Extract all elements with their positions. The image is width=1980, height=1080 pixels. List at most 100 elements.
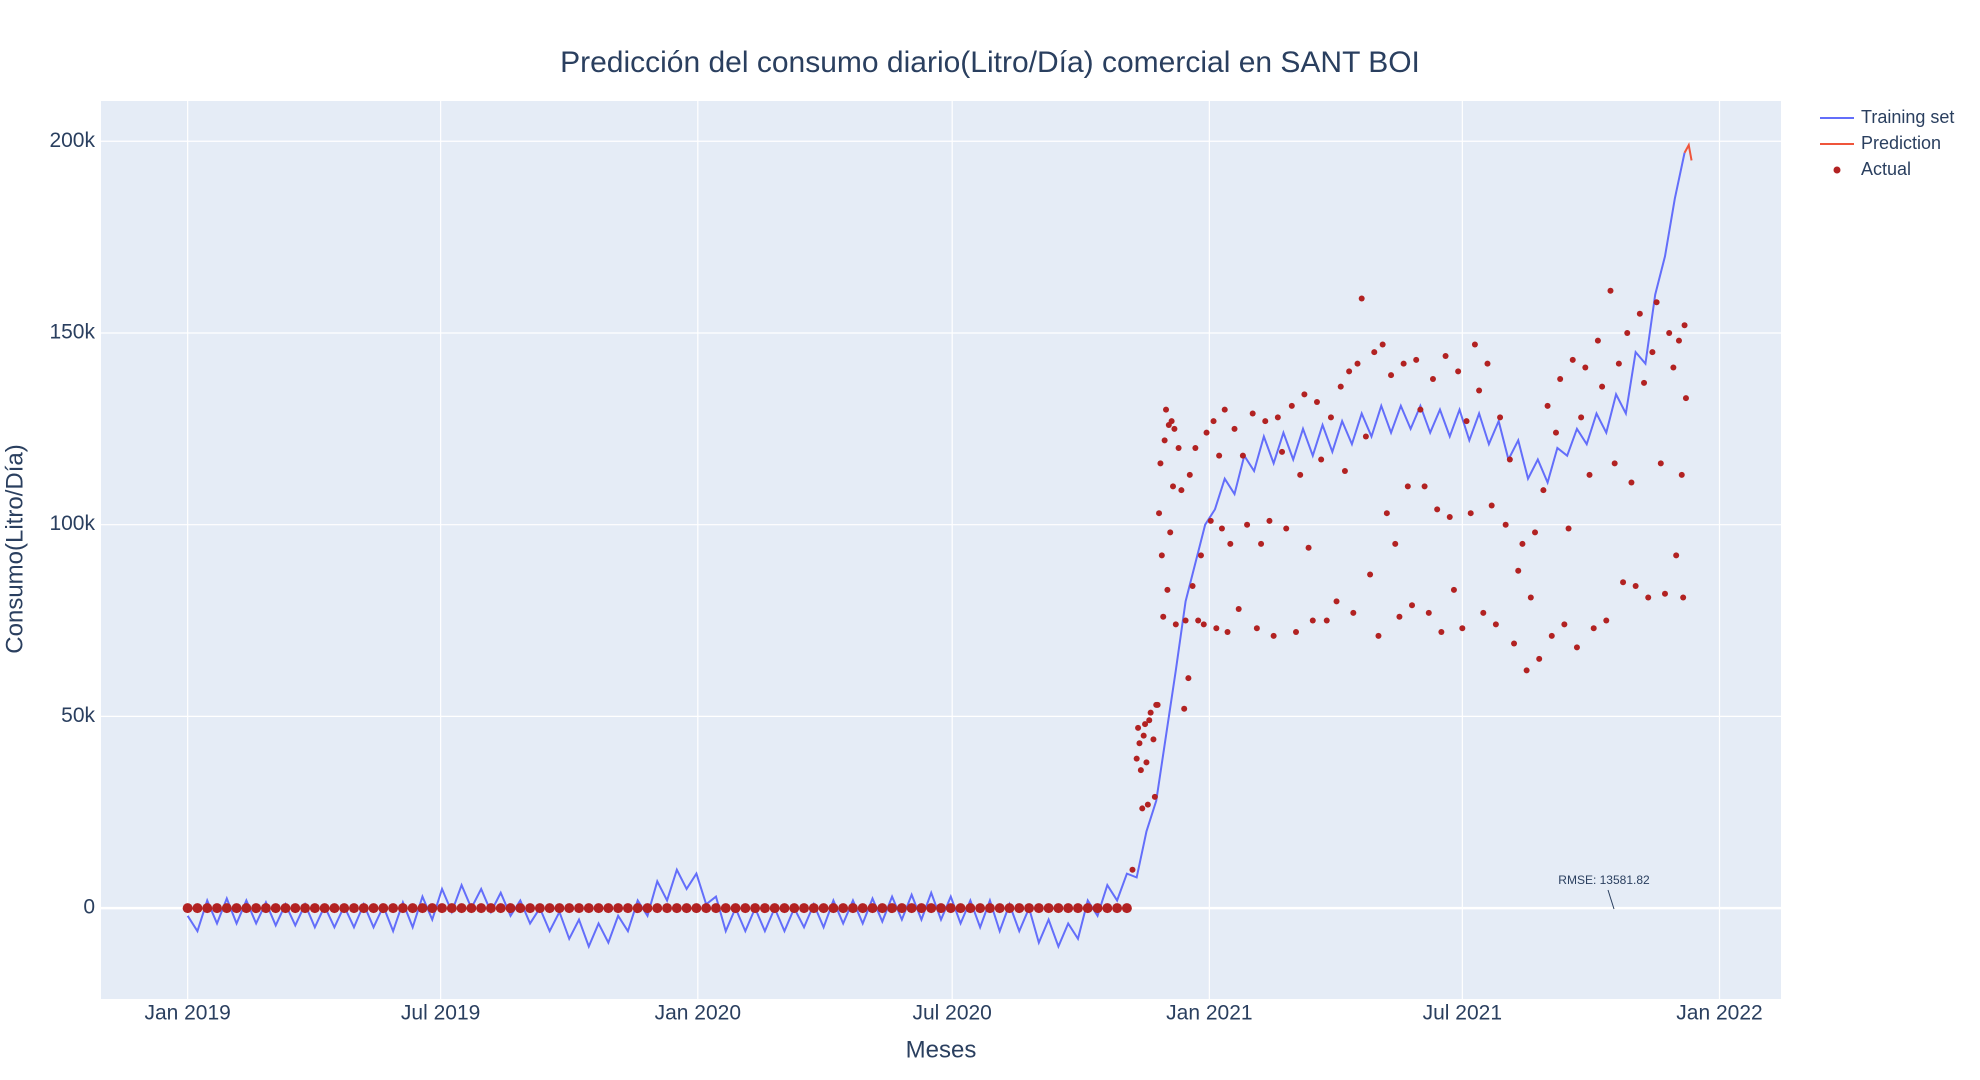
- data-point: [1063, 903, 1074, 914]
- legend: Training set Prediction Actual: [1820, 107, 1954, 179]
- data-point: [1502, 521, 1509, 528]
- data-point: [1446, 514, 1453, 521]
- data-point: [750, 903, 761, 914]
- data-point: [1511, 640, 1518, 647]
- data-point: [1682, 395, 1689, 402]
- data-point: [583, 903, 594, 914]
- data-point: [1139, 805, 1146, 812]
- data-point: [799, 903, 810, 914]
- data-point: [1586, 471, 1593, 478]
- data-point: [1133, 755, 1140, 762]
- data-point: [1318, 456, 1325, 463]
- data-point: [1425, 609, 1432, 616]
- chart-title: Predicción del consumo diario(Litro/Día)…: [560, 46, 1420, 79]
- data-point: [955, 903, 966, 914]
- data-point: [789, 903, 800, 914]
- y-tick-label: 100k: [49, 512, 95, 535]
- data-point: [1480, 609, 1487, 616]
- data-point: [828, 903, 839, 914]
- data-point: [1170, 483, 1177, 490]
- data-point: [779, 903, 790, 914]
- data-point: [730, 903, 741, 914]
- data-point: [671, 903, 682, 914]
- data-point: [1573, 644, 1580, 651]
- data-point: [1163, 406, 1170, 413]
- data-point: [456, 903, 467, 914]
- data-point: [1471, 341, 1478, 348]
- data-point: [554, 903, 565, 914]
- data-point: [613, 903, 624, 914]
- data-point: [1231, 425, 1238, 432]
- data-point: [1189, 583, 1196, 590]
- data-point: [1197, 552, 1204, 559]
- data-point: [378, 903, 389, 914]
- data-point: [574, 903, 585, 914]
- data-point: [1135, 724, 1142, 731]
- data-point: [339, 903, 350, 914]
- data-point: [544, 903, 555, 914]
- labels: 0 50k 100k 150k 200k Jan 2019 Jul 2019 Jan 2020…: [49, 129, 1762, 1025]
- data-point: [1327, 414, 1334, 421]
- data-point: [1371, 349, 1378, 356]
- data-point: [290, 903, 301, 914]
- data-point: [1164, 586, 1171, 593]
- data-point: [182, 903, 193, 914]
- data-point: [1532, 529, 1539, 536]
- data-point: [838, 903, 849, 914]
- data-point: [466, 903, 477, 914]
- data-point: [1262, 418, 1269, 425]
- data-point: [221, 903, 232, 914]
- data-point: [1143, 759, 1150, 766]
- data-point: [593, 903, 604, 914]
- data-point: [1146, 717, 1153, 724]
- data-point: [1157, 460, 1164, 467]
- data-point: [662, 903, 673, 914]
- data-point: [1213, 625, 1220, 632]
- data-point: [1154, 701, 1161, 708]
- data-point: [1599, 383, 1606, 390]
- data-point: [691, 903, 702, 914]
- data-point: [1434, 506, 1441, 513]
- data-point: [857, 903, 868, 914]
- data-point: [1421, 483, 1428, 490]
- data-point: [1350, 609, 1357, 616]
- data-point: [280, 903, 291, 914]
- data-point: [1178, 487, 1185, 494]
- data-point: [1657, 460, 1664, 467]
- data-point: [1565, 525, 1572, 532]
- data-point: [1227, 540, 1234, 547]
- data-point: [1024, 903, 1035, 914]
- data-point: [642, 903, 653, 914]
- data-point: [1175, 445, 1182, 452]
- data-point: [1611, 460, 1618, 467]
- data-point: [1527, 594, 1534, 601]
- data-point: [1681, 322, 1688, 329]
- data-point: [916, 903, 927, 914]
- data-point: [231, 903, 242, 914]
- data-point: [1182, 617, 1189, 624]
- data-point: [1186, 471, 1193, 478]
- data-point: [1210, 418, 1217, 425]
- data-point: [388, 903, 399, 914]
- data-point: [808, 903, 819, 914]
- data-point: [1603, 617, 1610, 624]
- data-point: [329, 903, 340, 914]
- data-point: [1313, 398, 1320, 405]
- data-point: [975, 903, 986, 914]
- data-point: [1455, 368, 1462, 375]
- data-point: [1253, 625, 1260, 632]
- data-point: [319, 903, 330, 914]
- data-point: [1172, 621, 1179, 628]
- data-point: [485, 903, 496, 914]
- y-tick-label: 150k: [49, 321, 95, 344]
- data-point: [1167, 529, 1174, 536]
- data-point: [1569, 356, 1576, 363]
- data-point: [1392, 540, 1399, 547]
- data-point: [1239, 452, 1246, 459]
- data-point: [1666, 329, 1673, 336]
- data-point: [1082, 903, 1093, 914]
- data-point: [241, 903, 252, 914]
- data-point: [1218, 525, 1225, 532]
